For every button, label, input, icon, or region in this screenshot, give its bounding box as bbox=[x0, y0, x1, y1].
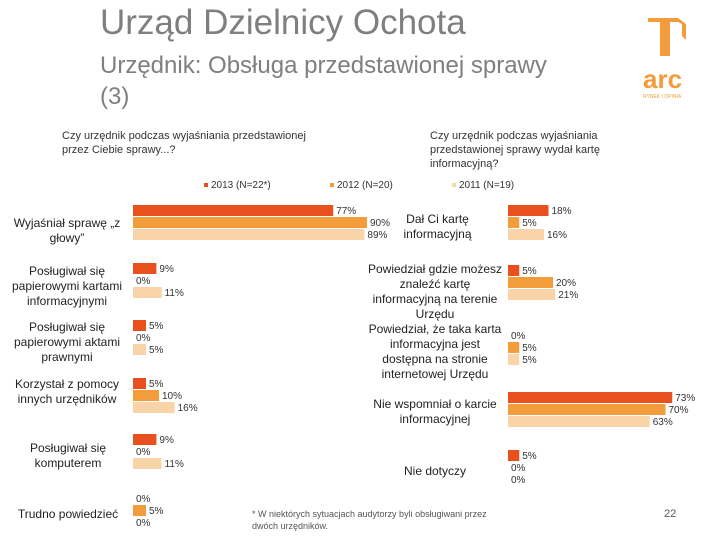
legend-label-2013: 2013 (N=22*) bbox=[211, 180, 271, 191]
right-value-label: 70% bbox=[669, 405, 689, 416]
right-value-label: 20% bbox=[556, 278, 576, 289]
right-bar bbox=[508, 205, 549, 216]
right-bar bbox=[508, 289, 556, 300]
right-bar bbox=[508, 354, 520, 365]
right-category-label: Powiedział gdzie możesz znaleźć kartę in… bbox=[367, 262, 503, 321]
page-subtitle: Urzędnik: Obsługa przedstawionej sprawy … bbox=[100, 52, 547, 110]
legend-2012: 2012 (N=20) bbox=[330, 180, 393, 191]
legend-2013: 2013 (N=22*) bbox=[204, 180, 271, 191]
left-value-label: 0% bbox=[136, 447, 151, 458]
left-value-label: 9% bbox=[159, 264, 174, 275]
left-bar bbox=[133, 217, 367, 228]
left-value-label: 9% bbox=[159, 435, 174, 446]
logo-tower-shape bbox=[648, 18, 678, 56]
right-bar bbox=[508, 217, 520, 228]
legend-2011: 2011 (N=19) bbox=[452, 180, 514, 191]
arc-logo: arc RYNEK I OPINIA bbox=[643, 18, 686, 100]
left-category-label: Posługiwał się papierowymi kartami infor… bbox=[11, 264, 123, 308]
left-bar bbox=[133, 402, 175, 413]
left-bar bbox=[133, 378, 146, 389]
right-category-label: Powiedział, że taka karta informacyjna j… bbox=[368, 322, 502, 381]
left-bar bbox=[133, 505, 146, 516]
right-bar bbox=[508, 265, 520, 276]
left-value-label: 11% bbox=[165, 459, 184, 470]
right-bar bbox=[508, 229, 544, 240]
left-bar bbox=[133, 229, 365, 240]
legend-swatch-2012 bbox=[330, 183, 334, 188]
logo-tagline: RYNEK I OPINIA bbox=[643, 94, 682, 100]
left-question: Czy urzędnik podczas wyjaśniania przedst… bbox=[62, 130, 306, 156]
right-bar bbox=[508, 416, 650, 427]
right-value-label: 73% bbox=[675, 393, 695, 404]
page-number: 22 bbox=[664, 508, 677, 520]
left-category-label: Posługiwał się komputerem bbox=[29, 441, 107, 470]
right-value-label: 5% bbox=[522, 266, 537, 277]
left-category-label: Korzystał z pomocy innych urzędników bbox=[14, 377, 120, 406]
left-bar bbox=[133, 263, 157, 274]
right-value-label: 16% bbox=[547, 230, 567, 241]
left-value-label: 77% bbox=[336, 206, 356, 217]
left-value-label: 5% bbox=[149, 379, 164, 390]
legend-swatch-2011 bbox=[452, 183, 456, 188]
left-value-label: 5% bbox=[149, 345, 164, 356]
left-category-label: Posługiwał się papierowymi aktami prawny… bbox=[13, 320, 121, 364]
left-bar bbox=[133, 205, 334, 216]
right-value-label: 21% bbox=[558, 290, 578, 301]
left-bar bbox=[133, 320, 146, 331]
left-value-label: 16% bbox=[178, 403, 198, 414]
right-question: Czy urzędnik podczas wyjaśniania przedst… bbox=[430, 130, 600, 170]
left-value-label: 89% bbox=[367, 230, 387, 241]
right-bar bbox=[508, 342, 520, 353]
right-value-label: 5% bbox=[522, 343, 537, 354]
left-value-label: 0% bbox=[136, 494, 151, 505]
right-value-label: 63% bbox=[653, 417, 673, 428]
right-value-label: 0% bbox=[511, 475, 526, 486]
legend-label-2011: 2011 (N=19) bbox=[459, 180, 515, 191]
logo-text: arc bbox=[643, 64, 682, 94]
right-value-label: 5% bbox=[522, 218, 537, 229]
right-value-label: 5% bbox=[522, 355, 537, 366]
left-bar bbox=[133, 434, 157, 445]
left-bar bbox=[133, 287, 162, 298]
right-value-label: 0% bbox=[511, 331, 526, 342]
logo-flag-shape bbox=[678, 18, 686, 40]
right-value-label: 5% bbox=[522, 451, 537, 462]
left-value-label: 90% bbox=[370, 218, 390, 229]
left-value-label: 0% bbox=[136, 518, 151, 529]
right-category-label: Dał Ci kartę informacyjną bbox=[403, 212, 472, 241]
left-value-label: 10% bbox=[162, 391, 182, 402]
footnote: * W niektórych sytuacjach audytorzy byli… bbox=[252, 509, 487, 531]
left-bar bbox=[133, 458, 162, 469]
right-bar bbox=[508, 404, 666, 415]
page-title: Urząd Dzielnicy Ochota bbox=[100, 3, 466, 42]
right-category-label: Nie dotyczy bbox=[403, 464, 467, 478]
right-bar bbox=[508, 392, 673, 403]
right-bar bbox=[508, 277, 553, 288]
legend-swatch-2013 bbox=[204, 183, 208, 188]
right-value-label: 0% bbox=[511, 463, 526, 474]
left-value-label: 0% bbox=[136, 333, 151, 344]
left-category-label: Trudno powiedzieć bbox=[17, 507, 119, 521]
right-value-label: 18% bbox=[552, 206, 572, 217]
left-value-label: 11% bbox=[165, 288, 184, 299]
right-bar bbox=[508, 450, 520, 461]
left-value-label: 0% bbox=[136, 276, 151, 287]
left-bar bbox=[133, 390, 159, 401]
legend-label-2012: 2012 (N=20) bbox=[337, 180, 393, 191]
left-bar bbox=[133, 344, 146, 355]
right-category-label: Nie wspomniał o karcie informacyjnej bbox=[373, 397, 497, 426]
left-value-label: 5% bbox=[149, 506, 164, 517]
left-value-label: 5% bbox=[149, 321, 164, 332]
left-category-label: Wyjaśniał sprawę „z głowy” bbox=[13, 216, 121, 245]
